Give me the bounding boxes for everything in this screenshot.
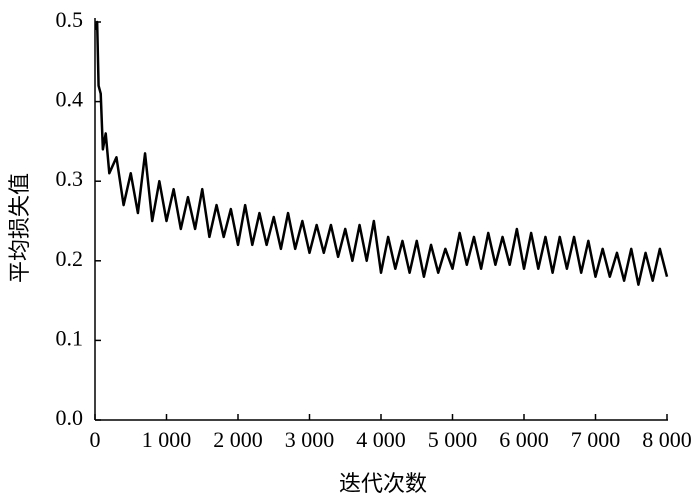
x-tick-label: 7 000 [571,427,621,452]
x-axis-label: 迭代次数 [339,471,427,496]
x-tick-label: 4 000 [356,427,406,452]
y-tick-label: 0.1 [56,325,84,350]
x-tick-label: 6 000 [499,427,549,452]
x-tick-label: 3 000 [285,427,335,452]
x-tick-label: 5 000 [428,427,478,452]
x-tick-label: 2 000 [213,427,263,452]
x-tick-label: 1 000 [142,427,192,452]
y-tick-label: 0.4 [56,87,84,112]
y-tick-label: 0.0 [56,405,84,430]
x-tick-label: 8 000 [642,427,692,452]
loss-line [94,20,669,286]
x-tick-label: 0 [90,427,101,452]
y-tick-label: 0.3 [56,166,84,191]
y-tick-label: 0.2 [56,246,84,271]
y-tick-label: 0.5 [56,7,84,32]
y-axis-label: 平均损失值 [7,173,32,283]
